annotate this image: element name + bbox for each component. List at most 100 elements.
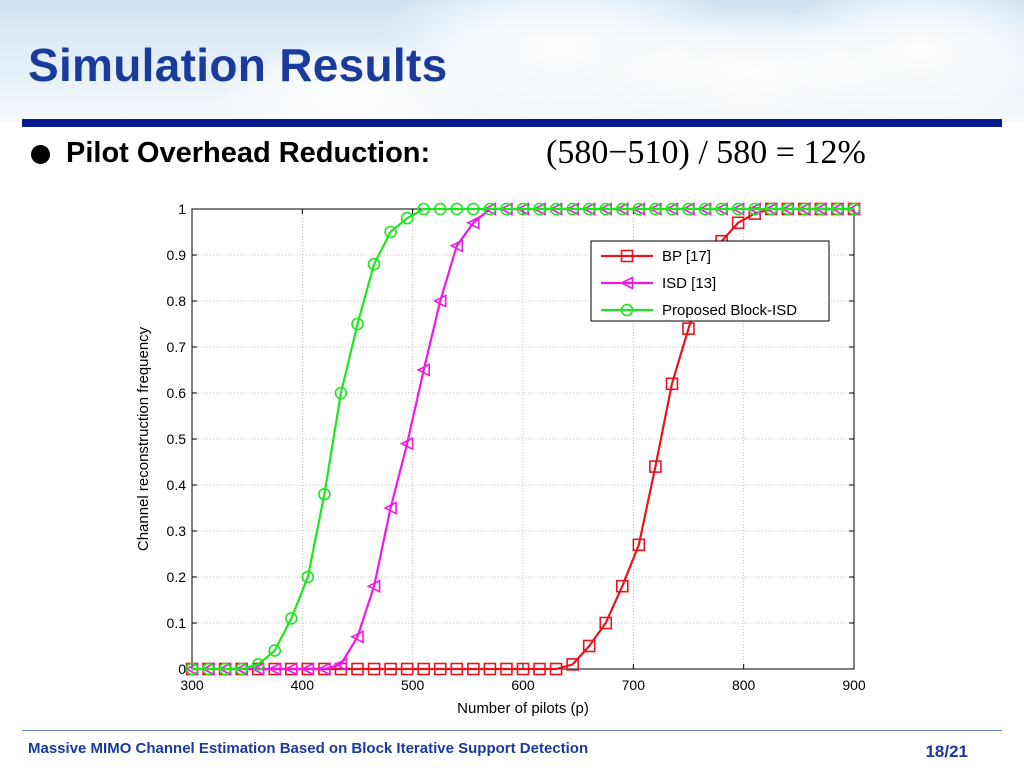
overhead-formula: (580−510) / 580 = 12% bbox=[546, 134, 866, 171]
legend-label: ISD [13] bbox=[662, 275, 716, 292]
legend-marker bbox=[620, 249, 634, 263]
data-point bbox=[731, 216, 745, 230]
data-point bbox=[500, 662, 513, 676]
data-point bbox=[449, 239, 464, 253]
data-point bbox=[218, 662, 232, 676]
y-tick-label: 0 bbox=[178, 661, 186, 677]
data-point bbox=[665, 377, 679, 391]
data-point bbox=[582, 202, 596, 216]
data-point bbox=[566, 202, 579, 216]
data-point bbox=[433, 202, 447, 216]
legend-box bbox=[590, 240, 830, 322]
data-point bbox=[467, 662, 480, 676]
data-point bbox=[384, 662, 397, 676]
data-point bbox=[202, 662, 215, 676]
data-point bbox=[764, 202, 778, 216]
data-point bbox=[416, 363, 431, 377]
data-point bbox=[284, 612, 298, 625]
data-point bbox=[432, 294, 447, 308]
data-point bbox=[516, 202, 530, 216]
data-point bbox=[317, 662, 331, 676]
data-point bbox=[467, 202, 480, 216]
y-tick-label: 0.5 bbox=[167, 431, 187, 447]
data-point bbox=[649, 460, 662, 473]
data-point bbox=[549, 202, 563, 216]
data-point bbox=[250, 662, 265, 676]
data-point bbox=[599, 202, 613, 216]
data-point bbox=[682, 322, 695, 335]
title-divider bbox=[22, 119, 1002, 127]
y-axis-label: Channel reconstruction frequency bbox=[135, 326, 152, 551]
data-point bbox=[665, 202, 679, 216]
data-point bbox=[781, 202, 795, 216]
data-point bbox=[284, 662, 298, 676]
data-point bbox=[333, 657, 348, 672]
data-point bbox=[814, 202, 828, 216]
data-point bbox=[698, 202, 712, 216]
legend-marker bbox=[619, 276, 634, 290]
data-point bbox=[185, 662, 199, 676]
data-point bbox=[417, 662, 431, 676]
data-point bbox=[715, 202, 728, 216]
y-tick-label: 0.1 bbox=[167, 615, 187, 631]
data-point bbox=[615, 202, 629, 216]
x-tick-label: 700 bbox=[622, 677, 646, 693]
y-tick-label: 0.9 bbox=[167, 247, 187, 263]
data-point bbox=[798, 202, 811, 216]
y-tick-label: 1 bbox=[178, 201, 186, 217]
data-point bbox=[251, 658, 265, 671]
page-number: 18/21 bbox=[925, 742, 968, 761]
data-point bbox=[399, 436, 414, 451]
y-tick-label: 0.3 bbox=[167, 523, 187, 539]
data-point bbox=[831, 202, 844, 216]
x-axis-label: Number of pilots (p) bbox=[457, 700, 589, 717]
data-point bbox=[632, 538, 646, 552]
y-tick-label: 0.2 bbox=[167, 569, 187, 585]
data-point bbox=[267, 662, 282, 676]
data-point bbox=[549, 662, 563, 676]
data-point bbox=[350, 630, 364, 644]
data-point bbox=[847, 202, 861, 216]
data-point bbox=[466, 216, 480, 230]
data-point bbox=[516, 662, 530, 676]
data-point bbox=[351, 662, 364, 676]
y-tick-label: 0.8 bbox=[167, 293, 187, 309]
data-point bbox=[731, 202, 745, 216]
data-point bbox=[450, 662, 464, 676]
y-tick-label: 0.4 bbox=[167, 477, 187, 493]
data-point bbox=[417, 202, 431, 216]
slide-title: Simulation Results bbox=[28, 39, 448, 91]
y-tick-label: 0.7 bbox=[167, 339, 187, 355]
data-point bbox=[268, 644, 282, 657]
data-point bbox=[566, 658, 579, 671]
legend-label: BP [17] bbox=[662, 248, 711, 265]
data-point bbox=[367, 257, 381, 271]
data-point bbox=[483, 202, 497, 216]
data-point bbox=[450, 202, 464, 216]
header-sky-background bbox=[0, 0, 1024, 122]
data-point bbox=[400, 211, 414, 225]
data-point bbox=[533, 662, 546, 676]
x-tick-label: 800 bbox=[732, 677, 756, 693]
legend: BP [17] ISD [13] Proposed Block-ISD bbox=[590, 240, 830, 322]
x-tick-label: 500 bbox=[401, 677, 425, 693]
data-point bbox=[433, 662, 447, 676]
data-point bbox=[400, 662, 414, 676]
x-tick-label: 400 bbox=[291, 677, 315, 693]
data-point bbox=[483, 662, 497, 676]
x-tick-label: 300 bbox=[180, 677, 204, 693]
data-point bbox=[500, 202, 513, 216]
data-point bbox=[615, 579, 629, 593]
data-point bbox=[533, 202, 546, 216]
data-point bbox=[383, 501, 397, 515]
series-3 bbox=[185, 202, 861, 676]
data-point bbox=[235, 662, 248, 676]
data-point bbox=[318, 487, 331, 501]
footer-title: Massive MIMO Channel Estimation Based on… bbox=[28, 740, 589, 757]
data-point bbox=[582, 639, 596, 653]
data-point bbox=[300, 662, 315, 676]
data-point bbox=[599, 616, 613, 630]
data-point bbox=[384, 225, 397, 239]
legend-marker bbox=[620, 303, 634, 317]
